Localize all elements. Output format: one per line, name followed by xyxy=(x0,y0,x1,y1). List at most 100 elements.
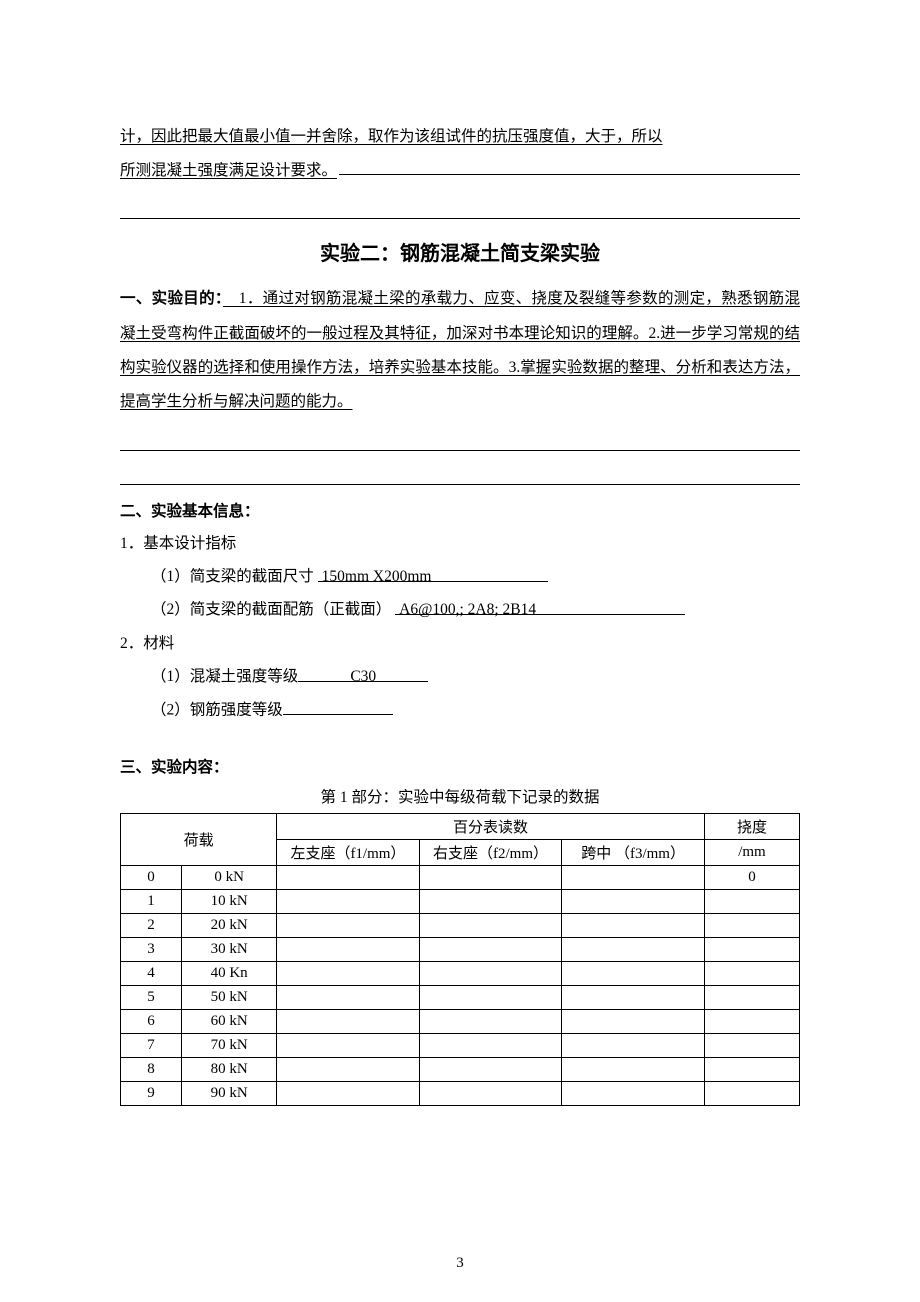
table-cell xyxy=(704,1034,799,1058)
table-caption: 第 1 部分：实验中每级荷载下记录的数据 xyxy=(120,785,800,807)
item-1-1-label: （1）简支梁的截面尺寸 xyxy=(151,568,314,585)
table-cell xyxy=(704,914,799,938)
table-cell xyxy=(277,866,420,890)
table-cell: 50 kN xyxy=(182,986,277,1010)
table-cell: 20 kN xyxy=(182,914,277,938)
table-cell: 0 kN xyxy=(182,866,277,890)
table-cell xyxy=(704,1058,799,1082)
table-cell: 90 kN xyxy=(182,1082,277,1106)
table-cell: 30 kN xyxy=(182,938,277,962)
blank-rule-3 xyxy=(120,457,800,485)
table-cell: 0 xyxy=(121,866,182,890)
item-2-1-label: （1）混凝土强度等级 xyxy=(151,668,298,685)
table-cell xyxy=(562,866,705,890)
th-left-support: 左支座（f1/mm） xyxy=(277,840,420,866)
table-cell xyxy=(277,1058,420,1082)
table-cell xyxy=(562,938,705,962)
table-cell: 8 xyxy=(121,1058,182,1082)
table-cell xyxy=(419,1010,562,1034)
section-2-head: 二、实验基本信息： xyxy=(120,499,800,521)
th-midspan: 跨中 （f3/mm） xyxy=(562,840,705,866)
table-cell xyxy=(704,1010,799,1034)
table-cell xyxy=(419,890,562,914)
table-cell xyxy=(277,1082,420,1106)
table-cell xyxy=(562,1082,705,1106)
table-cell xyxy=(562,986,705,1010)
table-cell: 10 kN xyxy=(182,890,277,914)
table-cell: 3 xyxy=(121,938,182,962)
continuation-text-2: 所测混凝土强度满足设计要求。 xyxy=(120,154,337,187)
continuation-line-2: 所测混凝土强度满足设计要求。 xyxy=(120,154,800,187)
table-cell xyxy=(419,962,562,986)
item-2-1-value: C30 xyxy=(298,660,428,682)
table-cell: 60 kN xyxy=(182,1010,277,1034)
table-cell xyxy=(704,938,799,962)
table-cell xyxy=(419,938,562,962)
table-cell xyxy=(277,914,420,938)
table-cell xyxy=(277,938,420,962)
table-cell: 1 xyxy=(121,890,182,914)
table-cell xyxy=(704,986,799,1010)
data-table: 荷载 百分表读数 挠度 左支座（f1/mm） 右支座（f2/mm） 跨中 （f3… xyxy=(120,813,800,1106)
table-row: 550 kN xyxy=(121,986,800,1010)
section-1: 一、实验目的： 1．通过对钢筋混凝土梁的承载力、应变、挠度及裂缝等参数的测定，熟… xyxy=(120,282,800,418)
table-cell: 4 xyxy=(121,962,182,986)
item-2-1: （1）混凝土强度等级C30 xyxy=(120,660,800,693)
table-cell xyxy=(562,890,705,914)
table-row: 660 kN xyxy=(121,1010,800,1034)
table-cell xyxy=(277,1010,420,1034)
table-cell: 0 xyxy=(704,866,799,890)
th-load: 荷载 xyxy=(121,814,277,866)
table-cell: 9 xyxy=(121,1082,182,1106)
blank-rule-2 xyxy=(120,423,800,451)
table-cell xyxy=(704,962,799,986)
table-row: 00 kN0 xyxy=(121,866,800,890)
th-right-support: 右支座（f2/mm） xyxy=(419,840,562,866)
table-row: 880 kN xyxy=(121,1058,800,1082)
item-2-2-value xyxy=(283,693,393,715)
table-row: 110 kN xyxy=(121,890,800,914)
table-cell xyxy=(277,962,420,986)
table-cell xyxy=(277,1034,420,1058)
section-1-head: 一、实验目的： xyxy=(120,290,223,307)
objective-text: 1．通过对钢筋混凝土梁的承载力、应变、挠度及裂缝等参数的测定，熟悉钢筋混凝土受弯… xyxy=(120,290,800,409)
table-cell xyxy=(419,1082,562,1106)
blank-rule-inline xyxy=(339,157,800,176)
table-cell xyxy=(704,890,799,914)
table-cell: 7 xyxy=(121,1034,182,1058)
table-cell xyxy=(419,1034,562,1058)
table-cell: 80 kN xyxy=(182,1058,277,1082)
continuation-line-1: 计，因此把最大值最小值一并舍除，取作为该组试件的抗压强度值，大于，所以 xyxy=(120,120,800,154)
table-cell: 2 xyxy=(121,914,182,938)
page-number: 3 xyxy=(0,1255,920,1272)
table-row: 440 Kn xyxy=(121,962,800,986)
item-1: 1．基本设计指标 xyxy=(120,527,800,560)
table-row: 220 kN xyxy=(121,914,800,938)
table-row: 330 kN xyxy=(121,938,800,962)
table-cell xyxy=(419,866,562,890)
table-cell xyxy=(704,1082,799,1106)
table-cell xyxy=(562,1034,705,1058)
section-3-head: 三、实验内容： xyxy=(120,755,800,777)
blank-rule-1 xyxy=(120,191,800,219)
experiment-title: 实验二：钢筋混凝土简支梁实验 xyxy=(120,237,800,266)
item-1-2-value: A6@100,; 2A8; 2B14 xyxy=(395,593,685,615)
table-cell xyxy=(419,1058,562,1082)
item-1-1: （1）简支梁的截面尺寸 150mm X200mm xyxy=(120,560,800,593)
table-cell xyxy=(562,914,705,938)
table-cell xyxy=(562,1058,705,1082)
table-cell: 70 kN xyxy=(182,1034,277,1058)
table-cell: 6 xyxy=(121,1010,182,1034)
table-cell xyxy=(277,986,420,1010)
table-row: 990 kN xyxy=(121,1082,800,1106)
item-1-2-label: （2）简支梁的截面配筋（正截面） xyxy=(151,601,391,618)
table-cell: 5 xyxy=(121,986,182,1010)
item-2-2: （2）钢筋强度等级 xyxy=(120,693,800,727)
table-cell xyxy=(562,962,705,986)
table-cell xyxy=(277,890,420,914)
table-body: 00 kN0110 kN220 kN330 kN440 Kn550 kN660 … xyxy=(121,866,800,1106)
table-cell: 40 Kn xyxy=(182,962,277,986)
header-row-1: 荷载 百分表读数 挠度 xyxy=(121,814,800,840)
table-cell xyxy=(562,1010,705,1034)
table-cell xyxy=(419,914,562,938)
